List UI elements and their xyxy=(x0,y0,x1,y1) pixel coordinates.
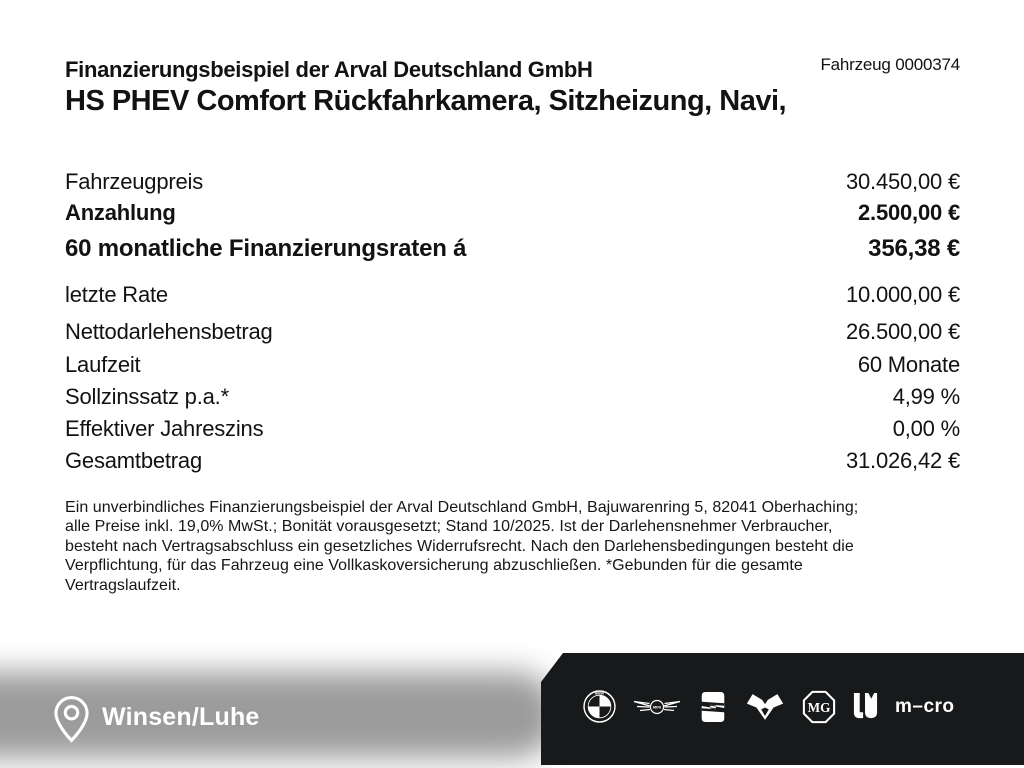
row-value: 26.500,00 € xyxy=(845,319,960,345)
row-label: letzte Rate xyxy=(65,282,168,308)
brand-logo-bar: BMW MINI MG xyxy=(541,653,1024,765)
cupra-logo-icon xyxy=(744,690,786,723)
table-row: 60 monatliche Finanzierungsraten á 356,3… xyxy=(65,236,960,261)
row-value: 0,00 % xyxy=(892,415,960,441)
document-subtitle: Finanzierungsbeispiel der Arval Deutschl… xyxy=(65,57,593,82)
table-row: Gesamtbetrag 31.026,42 € xyxy=(65,449,960,472)
row-label: Fahrzeugpreis xyxy=(65,169,204,194)
row-value: 356,38 € xyxy=(868,235,960,263)
row-value: 10.000,00 € xyxy=(845,282,960,308)
dealer-location-label: Winsen/Luhe xyxy=(102,703,260,731)
disclaimer-line: Ein unverbindliches Finanzierungsbeispie… xyxy=(65,499,859,516)
disclaimer-line: besteht nach Vertragsabschluss ein geset… xyxy=(65,537,854,555)
disclaimer-line: alle Preise inkl. 19,0% MwSt.; Bonität v… xyxy=(65,518,833,536)
row-label: Anzahlung xyxy=(65,200,176,226)
table-row: Sollzinssatz p.a.* 4,99 % xyxy=(65,385,960,408)
svg-text:MINI: MINI xyxy=(653,705,661,709)
mini-logo-icon: MINI xyxy=(632,695,682,719)
table-row: Effektiver Jahreszins 0,00 % xyxy=(65,417,960,440)
location-gray-blob xyxy=(0,672,558,758)
financing-table: Fahrzeugpreis 30.450,00 € Anzahlung 2.50… xyxy=(65,170,960,472)
row-label: Nettodarlehensbetrag xyxy=(65,319,273,345)
row-value: 4,99 % xyxy=(892,383,960,409)
seat-logo-icon xyxy=(698,691,728,723)
row-value: 30.450,00 € xyxy=(845,169,960,194)
map-pin-icon xyxy=(54,696,89,743)
table-row: Laufzeit 60 Monate xyxy=(65,351,960,377)
table-row: Anzahlung 2.500,00 € xyxy=(65,201,960,224)
vehicle-reference: Fahrzeug 0000374 xyxy=(820,55,960,74)
disclaimer-line: Vertragslaufzeit. xyxy=(65,576,181,594)
micro-logo: m–cro xyxy=(895,695,955,717)
w-brand-logo-icon xyxy=(852,691,879,722)
table-row: Fahrzeugpreis 30.450,00 € xyxy=(65,170,960,193)
row-value: 31.026,42 € xyxy=(845,447,960,473)
row-label: Gesamtbetrag xyxy=(65,447,203,473)
row-value: 2.500,00 € xyxy=(858,200,960,226)
row-label: Sollzinssatz p.a.* xyxy=(65,383,229,409)
svg-text:MG: MG xyxy=(808,700,831,715)
svg-text:BMW: BMW xyxy=(595,691,605,695)
row-label: Laufzeit xyxy=(65,351,141,377)
table-row: letzte Rate 10.000,00 € xyxy=(65,283,960,306)
table-row: Nettodarlehensbetrag 26.500,00 € xyxy=(65,320,960,343)
page-title: HS PHEV Comfort Rückfahrkamera, Sitzheiz… xyxy=(65,85,787,117)
mg-logo-icon: MG xyxy=(802,690,836,724)
disclaimer-text: Ein unverbindliches Finanzierungsbeispie… xyxy=(65,498,858,595)
row-label: Effektiver Jahreszins xyxy=(65,415,264,441)
row-label: 60 monatliche Finanzierungsraten á xyxy=(65,235,467,263)
disclaimer-line: Verpflichtung, für das Fahrzeug eine Vol… xyxy=(65,557,803,575)
bmw-logo-icon: BMW xyxy=(583,690,616,723)
row-value: 60 Monate xyxy=(857,351,960,377)
